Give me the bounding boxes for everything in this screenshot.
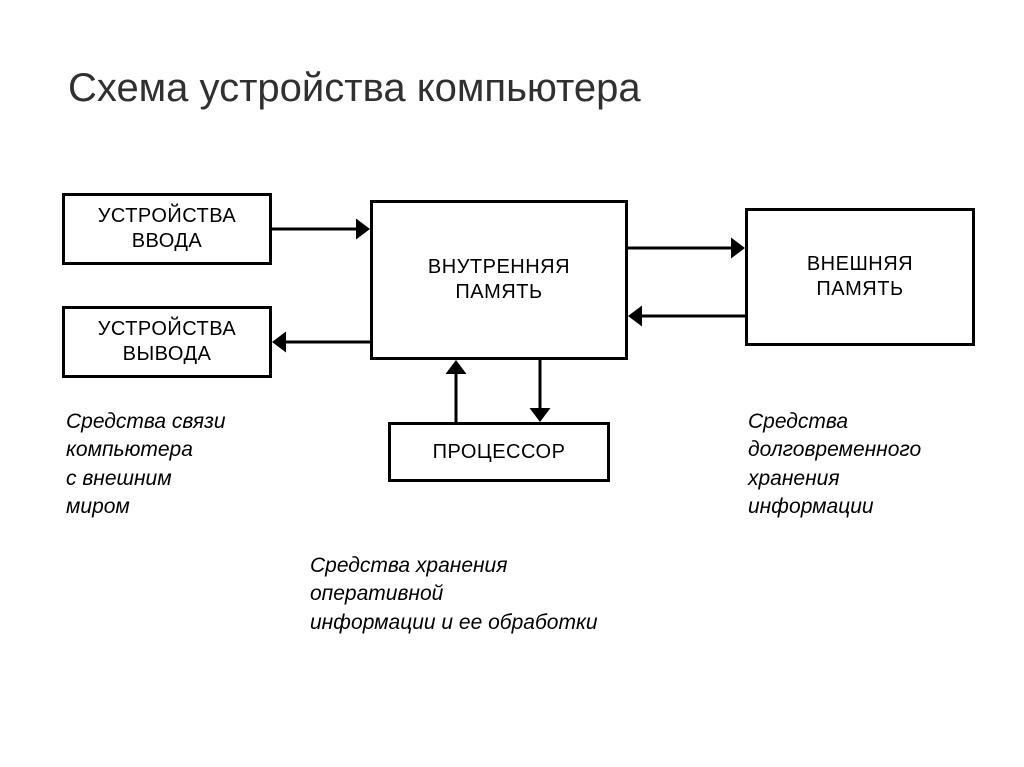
caption-storage: Средства долговременного хранения информ… [748,408,921,521]
caption-cpu-memory: Средства хранения оперативной информации… [310,552,598,637]
caption-io: Средства связи компьютера с внешним миро… [66,408,226,521]
node-external-memory: ВНЕШНЯЯ ПАМЯТЬ [745,208,975,346]
node-input-devices: УСТРОЙСТВА ВВОДА [62,193,272,265]
diagram-canvas: Схема устройства компьютера УСТРОЙСТВА В… [0,0,1024,767]
node-internal-memory: ВНУТРЕННЯЯ ПАМЯТЬ [370,200,628,360]
node-label: ВНУТРЕННЯЯ ПАМЯТЬ [428,255,570,305]
diagram-title: Схема устройства компьютера [68,66,641,111]
node-label: ПРОЦЕССОР [433,440,566,465]
node-output-devices: УСТРОЙСТВА ВЫВОДА [62,306,272,378]
node-label: УСТРОЙСТВА ВЫВОДА [98,317,237,367]
node-label: ВНЕШНЯЯ ПАМЯТЬ [807,252,913,302]
node-label: УСТРОЙСТВА ВВОДА [98,204,237,254]
node-processor: ПРОЦЕССОР [388,422,610,482]
edges-layer [0,0,1024,767]
